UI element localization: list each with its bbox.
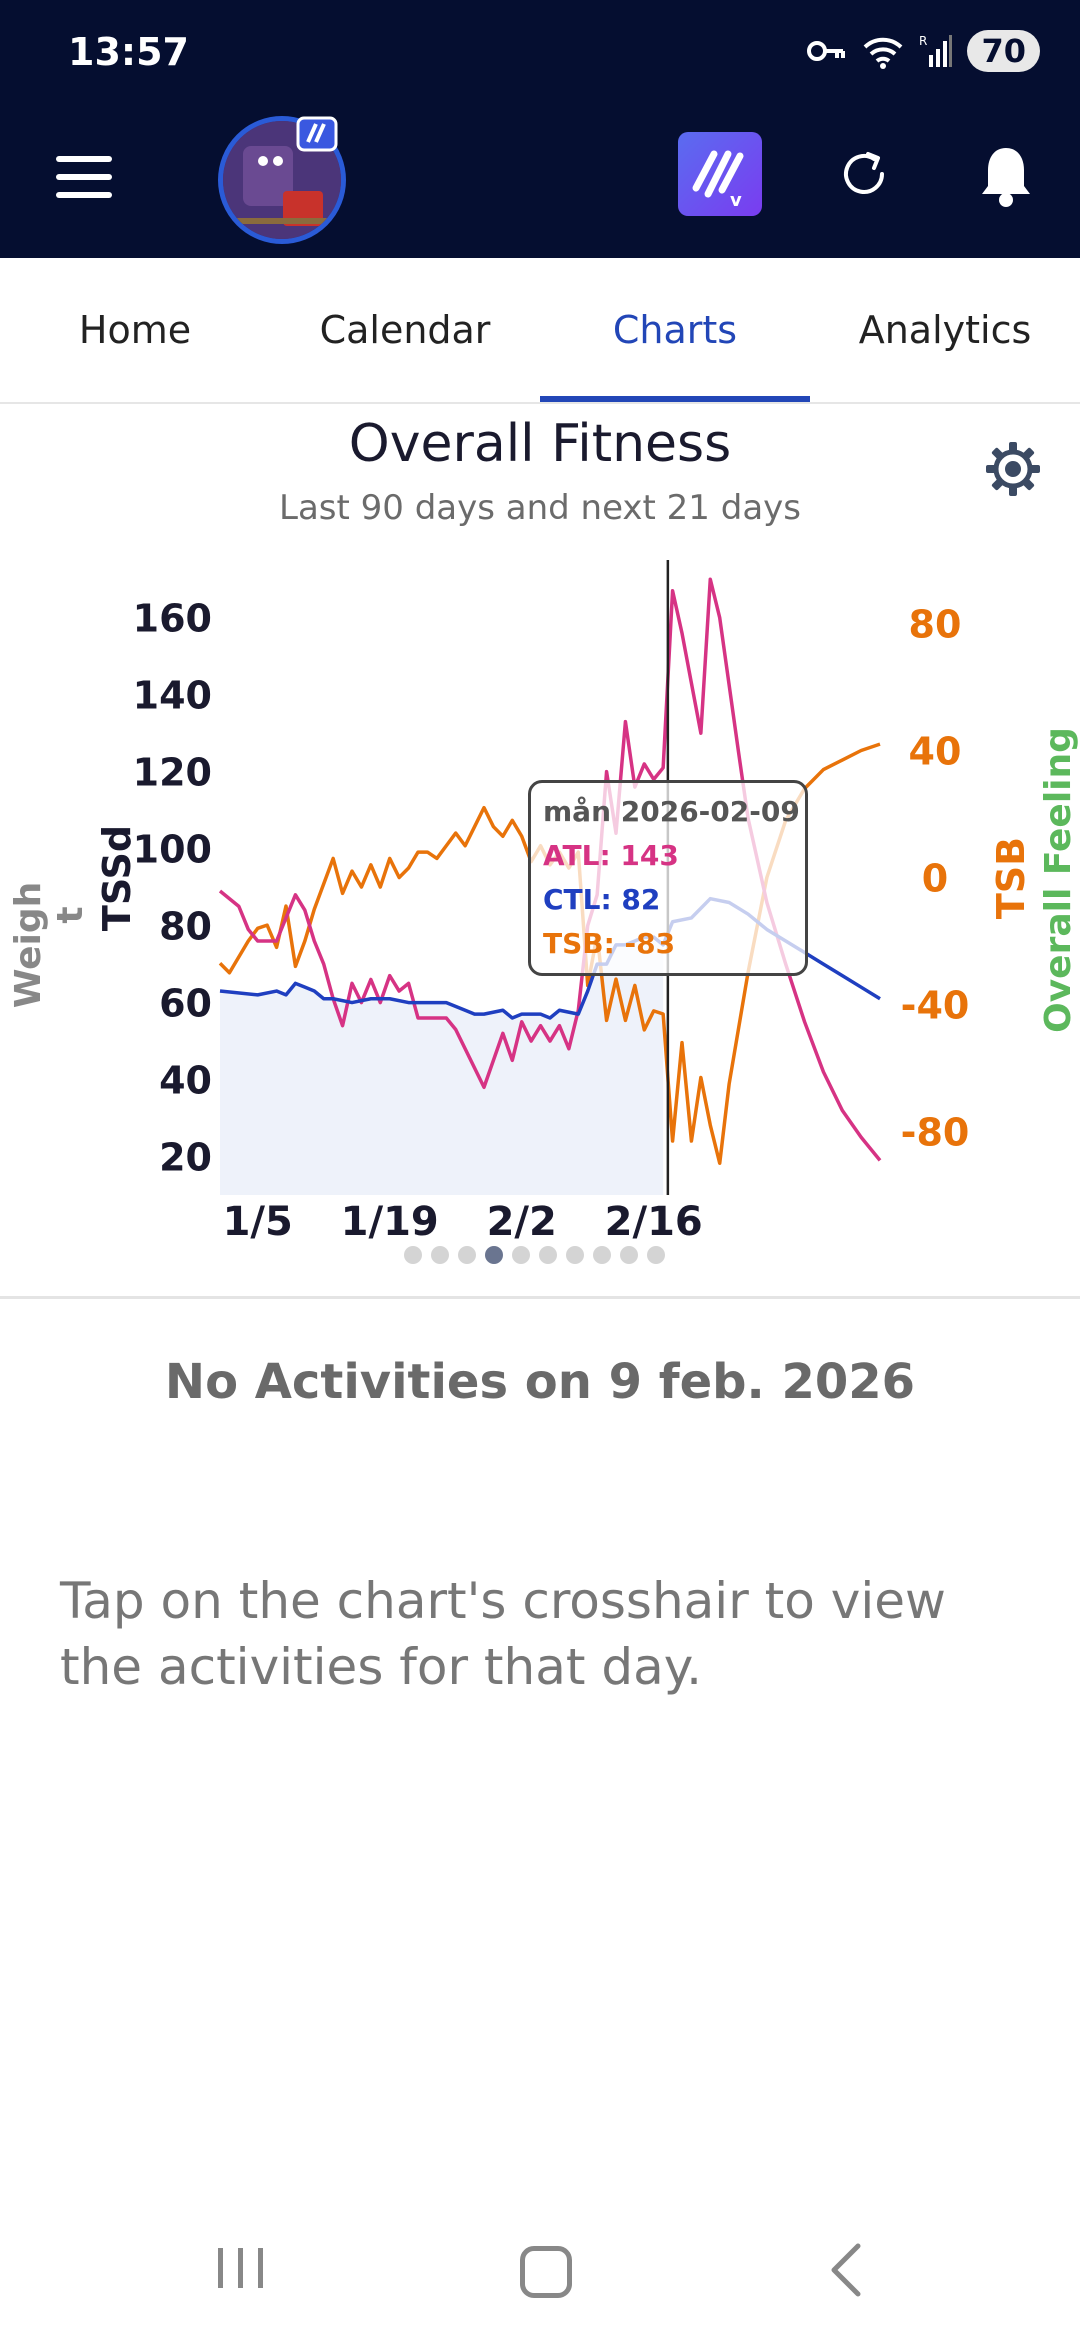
- gear-icon[interactable]: [984, 440, 1042, 498]
- system-nav-bar: [0, 2230, 1080, 2340]
- battery-indicator: 70: [967, 30, 1040, 72]
- signal-icon: R: [919, 34, 953, 67]
- left-axis-ticks: 160 140 120 100 80 60 40 20: [133, 597, 212, 1180]
- no-activities-title: No Activities on 9 feb. 2026: [164, 1354, 916, 1410]
- crosshair-hint: Tap on the chart's crosshair to view the…: [60, 1572, 946, 1696]
- recent-apps-icon[interactable]: [216, 2244, 268, 2292]
- active-tab-indicator: [540, 396, 810, 402]
- x-axis-tick: 2/2: [487, 1199, 557, 1245]
- tsb-line: [218, 742, 881, 1165]
- tab-charts[interactable]: Charts: [612, 308, 738, 352]
- tab-home[interactable]: Home: [78, 308, 192, 352]
- avatar-badge-icon: [296, 116, 338, 152]
- tooltip-atl: ATL: 143: [543, 839, 679, 872]
- tssd-axis-label: TSSd: [95, 825, 139, 931]
- right-axis-tick: -40: [901, 984, 970, 1028]
- pagination-dot[interactable]: [512, 1246, 530, 1264]
- pagination-dot[interactable]: [620, 1246, 638, 1264]
- signal-badge: R: [919, 34, 927, 48]
- home-icon[interactable]: [520, 2246, 572, 2298]
- chart-tooltip: mån 2026-02-09 ATL: 143 CTL: 82 TSB: -83: [528, 780, 808, 976]
- left-axis-tick: 40: [159, 1059, 212, 1103]
- fitness-chart[interactable]: 160 140 120 100 80 60 40 20 80 40 0 -40 -80 1/5 1/19…: [0, 550, 1080, 1250]
- back-icon[interactable]: [826, 2242, 866, 2298]
- chart-title: Overall Fitness: [348, 414, 732, 474]
- pagination-dot[interactable]: [539, 1246, 557, 1264]
- refresh-icon[interactable]: [838, 148, 890, 200]
- status-time: 13:57: [68, 30, 189, 74]
- intervals-logo-icon[interactable]: v: [678, 132, 762, 216]
- pagination-dot[interactable]: [431, 1246, 449, 1264]
- tooltip-tsb: TSB: -83: [543, 927, 676, 960]
- pagination-dot[interactable]: [593, 1246, 611, 1264]
- left-axis-tick: 160: [133, 597, 212, 641]
- key-icon: [807, 41, 846, 61]
- right-axis-tick: -80: [901, 1111, 970, 1155]
- left-axis-tick: 80: [159, 905, 212, 949]
- hamburger-icon[interactable]: [56, 156, 112, 200]
- tab-calendar[interactable]: Calendar: [319, 308, 491, 352]
- pagination-dot[interactable]: [566, 1246, 584, 1264]
- divider: [0, 1296, 1080, 1299]
- pagination-dot[interactable]: [485, 1246, 503, 1264]
- status-icons: R 70: [807, 30, 1040, 72]
- bell-icon[interactable]: [978, 144, 1034, 208]
- svg-text:v: v: [730, 190, 742, 211]
- tab-analytics[interactable]: Analytics: [858, 308, 1032, 352]
- left-axis-tick: 140: [133, 674, 212, 718]
- plot-area: [218, 560, 882, 1195]
- left-axis-tick: 100: [133, 828, 212, 872]
- weight-axis-label: Weigh: [8, 882, 49, 1009]
- left-axis-tick: 20: [159, 1136, 212, 1180]
- left-axis-tick: 60: [159, 982, 212, 1026]
- left-axis-tick: 120: [133, 751, 212, 795]
- right-axis-ticks: 80 40 0 -40 -80: [901, 603, 970, 1155]
- right-axis-tick: 0: [922, 857, 948, 901]
- chart-pagination[interactable]: [404, 1246, 665, 1264]
- status-bar: 13:57 R 70: [0, 0, 1080, 110]
- ctl-area-fill: [220, 937, 664, 1195]
- wifi-icon: [864, 37, 903, 69]
- x-axis-tick: 1/5: [223, 1199, 293, 1245]
- tsb-axis-label: TSB: [989, 837, 1033, 919]
- weight-axis-label-cont: t: [50, 906, 91, 923]
- pagination-dot[interactable]: [647, 1246, 665, 1264]
- chart-subtitle: Last 90 days and next 21 days: [279, 488, 801, 528]
- tooltip-ctl: CTL: 82: [543, 883, 661, 916]
- x-axis-tick: 2/16: [605, 1199, 703, 1245]
- x-axis-ticks: 1/5 1/19 2/2 2/16: [223, 1199, 703, 1245]
- x-axis-tick: 1/19: [341, 1199, 439, 1245]
- tab-bar: Home Calendar Charts Analytics: [0, 258, 1080, 404]
- atl-line: [218, 577, 882, 1162]
- app-bar: v: [0, 110, 1080, 258]
- feeling-axis-label: Overall Feeling: [1038, 727, 1079, 1033]
- right-axis-tick: 40: [909, 730, 962, 774]
- tooltip-date: mån 2026-02-09: [543, 795, 800, 828]
- pagination-dot[interactable]: [458, 1246, 476, 1264]
- right-axis-tick: 80: [909, 603, 962, 647]
- pagination-dot[interactable]: [404, 1246, 422, 1264]
